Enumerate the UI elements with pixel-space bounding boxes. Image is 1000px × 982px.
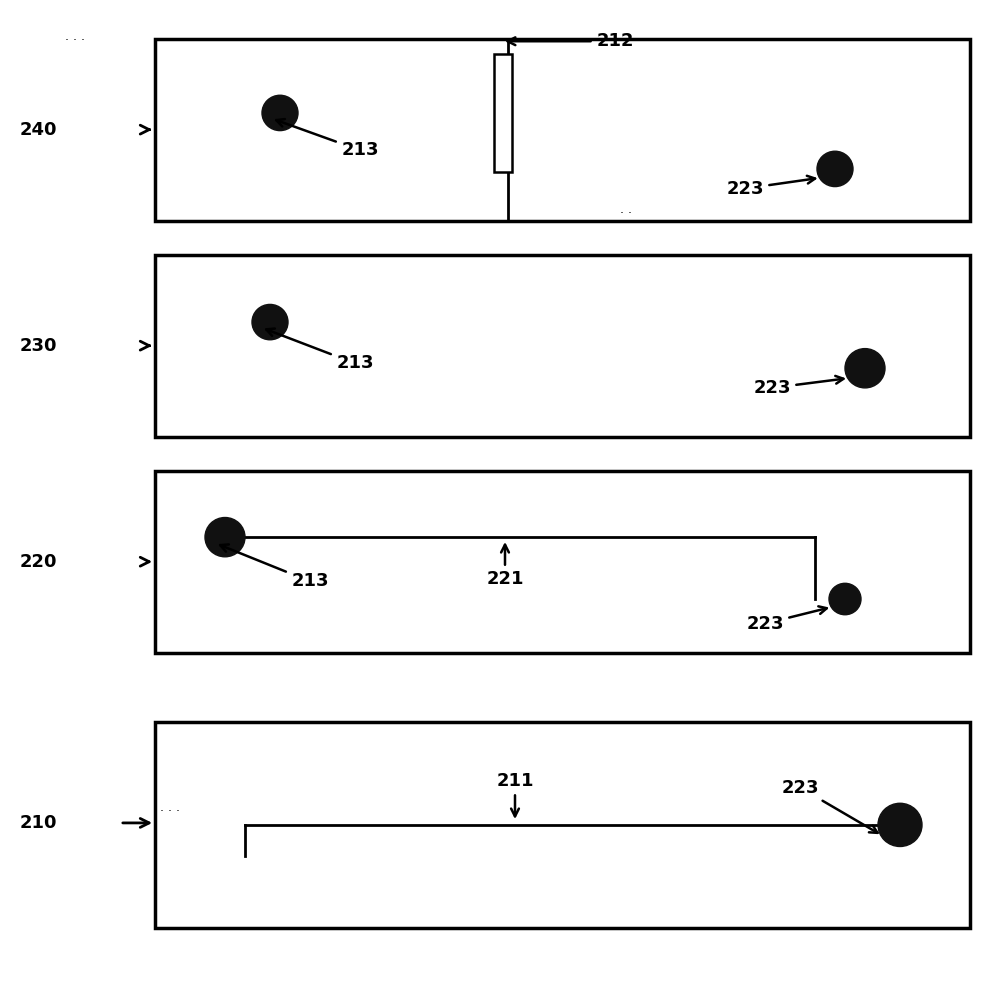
Text: 211: 211 xyxy=(496,772,534,816)
Circle shape xyxy=(829,583,861,615)
Circle shape xyxy=(845,349,885,388)
Text: 210: 210 xyxy=(20,814,58,832)
Text: 223: 223 xyxy=(753,376,843,397)
Circle shape xyxy=(252,304,288,340)
Text: 220: 220 xyxy=(20,553,58,571)
Text: 212: 212 xyxy=(508,32,634,50)
Text: 223: 223 xyxy=(746,606,827,632)
Text: 213: 213 xyxy=(276,119,379,159)
Text: 240: 240 xyxy=(20,121,58,138)
Circle shape xyxy=(878,803,922,846)
Bar xyxy=(155,722,970,928)
Text: . . .: . . . xyxy=(160,800,180,814)
Text: 223: 223 xyxy=(726,176,815,197)
Bar xyxy=(494,54,512,172)
Circle shape xyxy=(262,95,298,131)
Text: 213: 213 xyxy=(220,544,329,590)
Bar xyxy=(155,255,970,437)
Text: . . .: . . . xyxy=(65,29,85,43)
Circle shape xyxy=(817,151,853,187)
Text: 213: 213 xyxy=(266,329,374,372)
Text: 230: 230 xyxy=(20,337,58,355)
Text: 221: 221 xyxy=(486,545,524,588)
Bar xyxy=(155,39,970,221)
Text: . .: . . xyxy=(620,202,632,216)
Text: 223: 223 xyxy=(781,779,878,833)
Circle shape xyxy=(205,518,245,557)
Bar xyxy=(155,471,970,653)
